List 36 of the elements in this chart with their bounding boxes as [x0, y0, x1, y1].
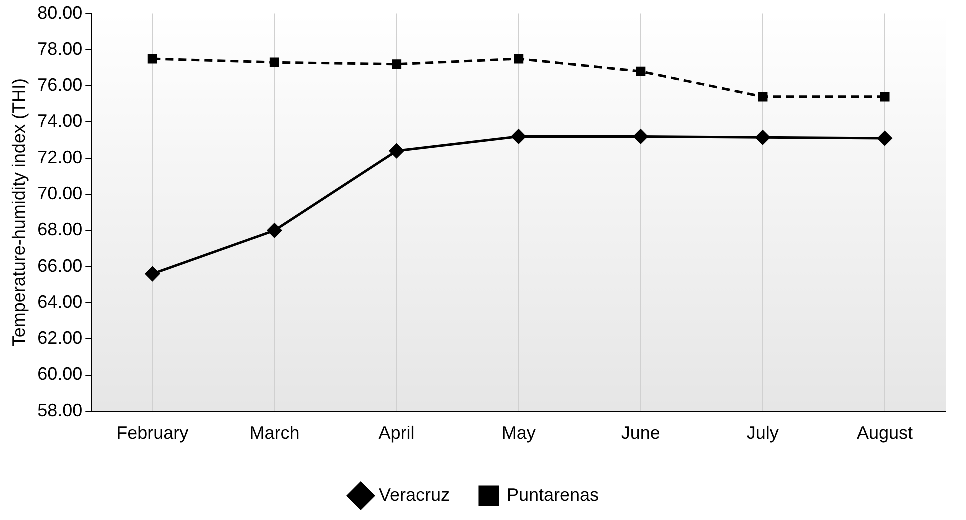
y-tick-label: 66.00	[38, 256, 83, 276]
legend-label: Puntarenas	[506, 484, 600, 505]
point	[267, 223, 282, 238]
point	[270, 58, 280, 68]
y-tick-label: 74.00	[38, 111, 83, 132]
point	[878, 131, 892, 146]
x-tick-label: May	[502, 423, 536, 444]
point	[880, 92, 890, 102]
point	[148, 54, 158, 64]
y-tick-label: 58.00	[38, 400, 83, 420]
x-tick-label: June	[621, 423, 660, 444]
y-axis-title: Temperature-humidity index (THI)	[8, 78, 29, 347]
point	[390, 144, 404, 158]
point	[512, 129, 526, 144]
y-tick-label: 70.00	[38, 183, 83, 204]
point	[145, 266, 160, 282]
x-tick-label: July	[746, 423, 779, 444]
x-tick-label: March	[250, 423, 300, 444]
y-tick-label: 62.00	[38, 328, 83, 348]
y-tick-label: 60.00	[38, 364, 83, 384]
point	[514, 54, 524, 64]
y-tick-label: 80.00	[38, 2, 83, 23]
y-tick-label: 76.00	[38, 75, 83, 96]
y-tick-label: 78.00	[38, 38, 83, 59]
y-tick-label: 64.00	[38, 292, 83, 312]
point	[756, 130, 770, 145]
legend-label: Veracruz	[378, 484, 450, 505]
x-tick-label: April	[378, 423, 415, 444]
y-tick-label: 68.00	[38, 220, 83, 240]
point	[636, 66, 646, 76]
point	[392, 60, 402, 70]
x-tick-label: February	[116, 423, 189, 444]
y-tick-label: 72.00	[38, 147, 83, 168]
point	[758, 92, 768, 102]
point	[634, 129, 648, 144]
x-tick-label: August	[856, 423, 913, 444]
